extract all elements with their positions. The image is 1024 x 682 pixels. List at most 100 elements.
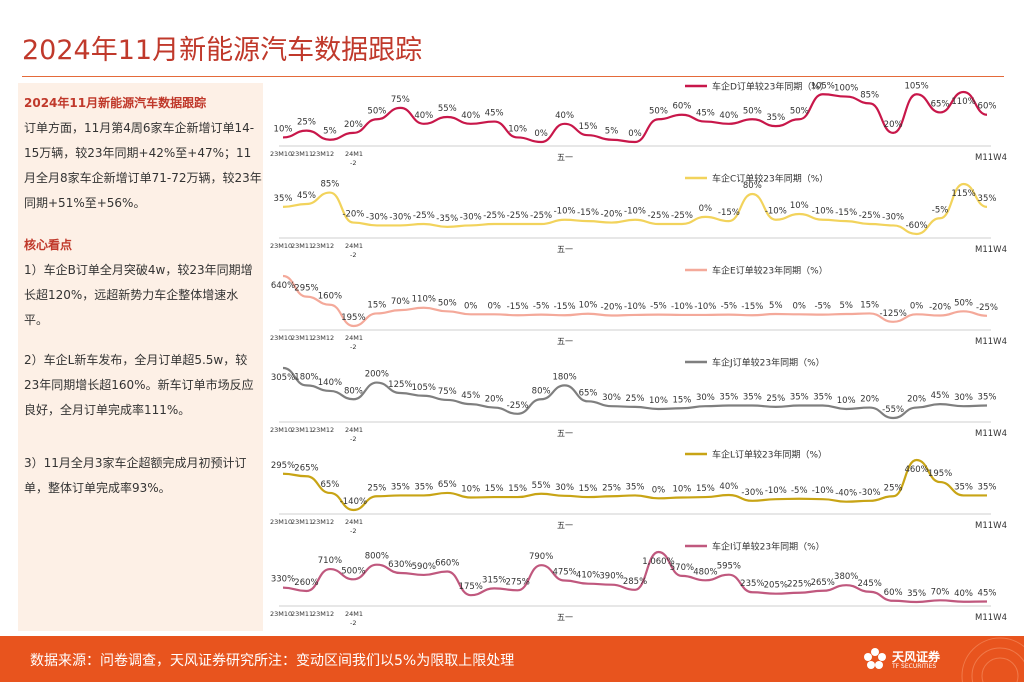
data-label: 50% — [649, 106, 668, 116]
data-label: 1,060% — [642, 557, 674, 567]
x-tick-label: 五一 — [557, 153, 573, 162]
x-tick-label: 23M12 — [312, 242, 334, 250]
data-label: 295% — [271, 461, 295, 471]
data-label: 790% — [529, 552, 553, 562]
x-tick-label: 五一 — [557, 245, 573, 254]
data-label: 35% — [954, 482, 973, 492]
data-label: -25% — [530, 211, 552, 221]
data-label: 315% — [482, 575, 506, 585]
footer-source: 数据来源：问卷调查，天风证券研究所注：变动区间我们以5%为限取上限处理 — [30, 653, 515, 669]
x-tick-label: 五一 — [557, 429, 573, 438]
x-tick-label: -2 — [350, 435, 356, 443]
data-label: 35% — [907, 589, 926, 599]
data-label: 60% — [978, 102, 997, 112]
x-tick-label: 23M10 — [270, 518, 292, 526]
data-label: -15% — [718, 208, 740, 218]
data-label: -15% — [507, 302, 529, 312]
data-label: 40% — [414, 111, 433, 121]
series-line — [282, 550, 988, 604]
x-tick-label: 24M1 — [345, 150, 363, 158]
x-tick-label: 24M1 — [345, 518, 363, 526]
data-label: -20% — [929, 303, 951, 313]
data-label: 195% — [341, 313, 365, 323]
data-label: 25% — [367, 483, 386, 493]
data-label: 410% — [576, 571, 600, 581]
data-label: 10% — [461, 485, 480, 495]
series-line — [282, 274, 988, 328]
data-label: 0% — [534, 129, 548, 139]
data-label: 65% — [438, 480, 457, 490]
data-label: 35% — [626, 482, 645, 492]
data-label: 65% — [579, 388, 598, 398]
data-label: 50% — [743, 106, 762, 116]
data-label: 480% — [693, 567, 717, 577]
highlight-item-2: 2）车企L新车发布，全月订单超5.5w，较23年同期增长超160%。新车订单市场… — [24, 353, 254, 417]
data-label: 330% — [271, 575, 295, 585]
x-tick-label: 23M11 — [291, 242, 313, 250]
data-label: 125% — [388, 380, 412, 390]
data-label: -15% — [577, 208, 599, 218]
data-label: 50% — [367, 106, 386, 116]
data-label: -10% — [624, 207, 646, 217]
x-tick-label: -2 — [350, 527, 356, 535]
data-label: 500% — [341, 566, 365, 576]
x-tick-label: 24M1 — [345, 426, 363, 434]
x-tick-label: 五一 — [557, 613, 573, 622]
data-label: 30% — [954, 393, 973, 403]
data-label: 5% — [323, 127, 337, 137]
x-tick-label: 23M10 — [270, 610, 292, 618]
x-tick-label: 23M11 — [291, 334, 313, 342]
data-label: -15% — [835, 208, 857, 218]
charts-svg: 10% 25% 5% 20% 50% 75% 40% 55% 40% 45% 10% 0% 40% 15%… — [270, 81, 1007, 628]
x-tick-label: 23M11 — [291, 150, 313, 158]
data-label: 35% — [719, 393, 738, 403]
data-label: 65% — [931, 99, 950, 109]
data-label: -10% — [554, 207, 576, 217]
x-tick-label: 24M1 — [345, 610, 363, 618]
data-label: 235% — [740, 579, 764, 589]
x-tick-label: 23M11 — [291, 610, 313, 618]
page-title: 2024年11月新能源汽车数据跟踪 — [22, 35, 423, 66]
x-tick-label: 24M1 — [345, 334, 363, 342]
data-label: -15% — [554, 302, 576, 312]
data-label: 295% — [294, 284, 318, 294]
series-line — [282, 458, 987, 512]
data-label: 205% — [764, 581, 788, 591]
data-label: -30% — [741, 488, 763, 498]
data-label: -20% — [601, 210, 623, 220]
data-label: 10% — [579, 301, 598, 311]
data-label: 60% — [672, 102, 691, 112]
x-tick-label: 五一 — [557, 337, 573, 346]
data-label: -5% — [650, 302, 667, 312]
x-tick-label: 23M10 — [270, 242, 292, 250]
data-label: 25% — [884, 483, 903, 493]
data-label: 800% — [365, 552, 389, 562]
data-label: -5% — [791, 486, 808, 496]
sidebar-section-title: 2024年11月新能源汽车数据跟踪 — [24, 96, 207, 110]
data-label: 15% — [860, 300, 879, 310]
legend-label: 车企J订单较23年同期（%） — [712, 357, 825, 369]
data-label: 0% — [910, 301, 924, 311]
data-label: 10% — [837, 396, 856, 406]
data-label: 390% — [599, 572, 623, 582]
data-label: 35% — [978, 194, 997, 204]
data-label: -5% — [721, 302, 738, 312]
x-tick-label: 23M12 — [312, 334, 334, 342]
data-label: 0% — [464, 301, 478, 311]
data-label: -60% — [906, 221, 928, 231]
data-label: 50% — [438, 298, 457, 308]
data-label: 475% — [552, 568, 576, 578]
data-label: 305% — [271, 373, 295, 383]
highlight-item-1: 1）车企B订单全月突破4w，较23年同期增长超120%，远超新势力车企整体增速水… — [24, 263, 253, 327]
data-label: 30% — [555, 483, 574, 493]
highlights-title: 核心看点 — [24, 238, 73, 252]
footer-bar: 数据来源：问卷调查，天风证券研究所注：变动区间我们以5%为限取上限处理 天风证券… — [0, 636, 1024, 682]
x-tick-label: 23M10 — [270, 150, 292, 158]
series-line — [282, 90, 988, 144]
data-label: 10% — [649, 396, 668, 406]
legend-label: 车企I订单较23年同期（%） — [712, 541, 825, 553]
data-label: 0% — [652, 485, 666, 495]
data-label: 15% — [367, 300, 386, 310]
data-label: -5% — [533, 302, 550, 312]
data-label: 20% — [884, 120, 903, 130]
